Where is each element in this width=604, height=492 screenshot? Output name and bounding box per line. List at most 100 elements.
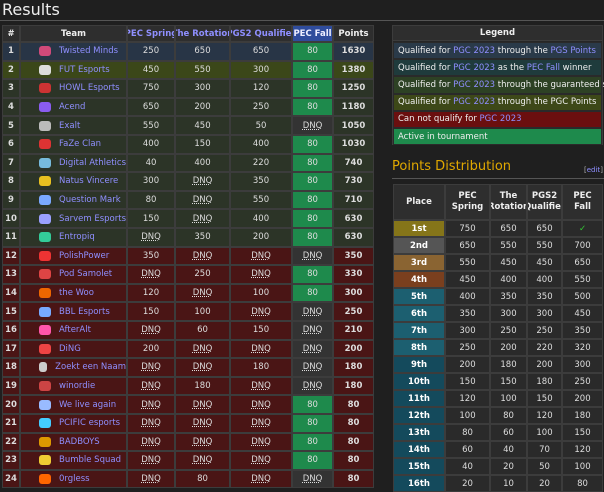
score-cell: 100 xyxy=(230,283,292,303)
team-cell: Pod Samolet xyxy=(20,265,127,284)
edit-link[interactable]: [edit] xyxy=(584,166,603,174)
team-name[interactable]: Sarvem Esports xyxy=(59,213,126,224)
team-name[interactable]: BADBOYS xyxy=(59,436,100,447)
team-name[interactable]: Entropiq xyxy=(59,232,95,243)
team-name[interactable]: FUT Esports xyxy=(59,64,110,75)
results-title: Results xyxy=(2,0,60,19)
team-name[interactable]: FaZe Clan xyxy=(59,139,101,150)
place-cell: 11th xyxy=(393,390,445,407)
legend-link[interactable]: PGC 2023 xyxy=(453,62,496,73)
score-cell: 1630 xyxy=(333,42,374,61)
place-cell: 4th xyxy=(393,271,445,288)
score-cell: 330 xyxy=(333,265,374,284)
team-name[interactable]: Digital Athletics xyxy=(58,157,126,168)
score-cell: DNQ xyxy=(127,469,175,489)
legend-item: Active in tournament xyxy=(393,128,602,146)
points-cell: 300 xyxy=(445,322,490,339)
score-cell: DNQ xyxy=(230,414,292,433)
team-name[interactable]: BBL Esports xyxy=(59,306,110,317)
score-cell: 80 xyxy=(292,228,333,247)
team-name[interactable]: winordie xyxy=(59,381,96,392)
team-name[interactable]: Zoekt een Naam xyxy=(55,362,126,373)
score-cell: 120 xyxy=(230,79,292,98)
place-cell: 8th xyxy=(393,339,445,356)
points-cell: 250 xyxy=(490,322,527,339)
score-cell: 350 xyxy=(127,246,175,266)
column-header[interactable]: The Rotation xyxy=(175,25,230,42)
team-name[interactable]: DiNG xyxy=(59,343,81,354)
score-cell: DNQ xyxy=(175,283,230,303)
team-cell: AfterAlt xyxy=(20,321,127,340)
score-cell: 350 xyxy=(175,228,230,247)
team-logo xyxy=(39,139,51,150)
team-name[interactable]: 0rgless xyxy=(59,474,90,485)
score-cell: 350 xyxy=(333,246,374,266)
score-cell: 2 xyxy=(2,60,20,80)
team-cell: PCIFIC esports xyxy=(20,414,127,433)
score-cell: 14 xyxy=(2,283,20,303)
points-cell: 200 xyxy=(527,356,562,373)
points-cell: 120 xyxy=(445,390,490,407)
team-cell: Acend xyxy=(20,97,127,117)
score-cell: DNQ xyxy=(230,395,292,414)
score-cell: 300 xyxy=(127,172,175,191)
score-cell: 1250 xyxy=(333,79,374,98)
score-cell: DNQ xyxy=(175,432,230,452)
edit-text[interactable]: edit xyxy=(586,166,601,174)
team-name[interactable]: Acend xyxy=(59,102,86,113)
team-name[interactable]: We live again xyxy=(59,399,117,410)
points-cell: 450 xyxy=(527,254,562,271)
score-cell: DNQ xyxy=(175,395,230,414)
legend-link[interactable]: PGC 2023 xyxy=(453,45,496,56)
score-cell: 80 xyxy=(292,79,333,98)
points-cell: ✓ xyxy=(562,220,603,237)
title-rule xyxy=(0,20,604,21)
legend-link[interactable]: PGC 2023 xyxy=(453,79,496,90)
team-logo xyxy=(39,269,51,280)
score-cell: DNQ xyxy=(292,246,333,266)
team-name[interactable]: Question Mark xyxy=(59,195,121,206)
place-cell: 15th xyxy=(393,458,445,475)
team-name[interactable]: PolishPower xyxy=(59,250,110,261)
score-cell: 650 xyxy=(230,42,292,61)
score-cell: 5 xyxy=(2,116,20,135)
points-cell: 180 xyxy=(527,373,562,390)
legend-link[interactable]: PEC Fall xyxy=(526,62,560,73)
score-cell: 22 xyxy=(2,432,20,452)
score-cell: 740 xyxy=(333,153,374,173)
team-name[interactable]: Exalt xyxy=(59,120,81,131)
score-cell: 80 xyxy=(333,414,374,433)
points-cell: 550 xyxy=(490,237,527,254)
column-header[interactable]: PEC Spring xyxy=(127,25,175,42)
column-header[interactable]: PGS2 Qualifier xyxy=(230,25,292,42)
team-cell: Sarvem Esports xyxy=(20,209,127,228)
score-cell: 730 xyxy=(333,172,374,191)
team-name[interactable]: Twisted Minds xyxy=(59,46,119,57)
team-name[interactable]: HOWL Esports xyxy=(59,83,120,94)
points-cell: 300 xyxy=(490,305,527,322)
score-cell: 80 xyxy=(292,135,333,154)
team-name[interactable]: Bumble Squad xyxy=(59,455,121,466)
team-name[interactable]: the Woo xyxy=(59,288,94,299)
legend-link[interactable]: PGC 2023 xyxy=(453,97,496,108)
legend-link[interactable]: PGS Points xyxy=(550,45,596,56)
score-cell: 400 xyxy=(230,209,292,228)
team-name[interactable]: PCIFIC esports xyxy=(59,418,121,429)
team-cell: BBL Esports xyxy=(20,302,127,321)
score-cell: 80 xyxy=(175,469,230,489)
points-cell: 20 xyxy=(527,475,562,492)
team-name[interactable]: Natus Vincere xyxy=(59,176,119,187)
column-header[interactable]: PEC Fall xyxy=(292,25,333,42)
score-cell: DNQ xyxy=(230,451,292,470)
legend-link[interactable]: PGC 2023 xyxy=(479,114,522,125)
points-cell: 750 xyxy=(445,220,490,237)
score-cell: DNQ xyxy=(230,302,292,321)
team-name[interactable]: Pod Samolet xyxy=(59,269,113,280)
team-name[interactable]: AfterAlt xyxy=(59,325,91,336)
score-cell: 300 xyxy=(333,283,374,303)
team-logo xyxy=(39,120,51,131)
score-cell: 400 xyxy=(230,135,292,154)
points-cell: 120 xyxy=(527,407,562,424)
points-cell: 10 xyxy=(490,475,527,492)
score-cell: DNQ xyxy=(292,358,333,377)
